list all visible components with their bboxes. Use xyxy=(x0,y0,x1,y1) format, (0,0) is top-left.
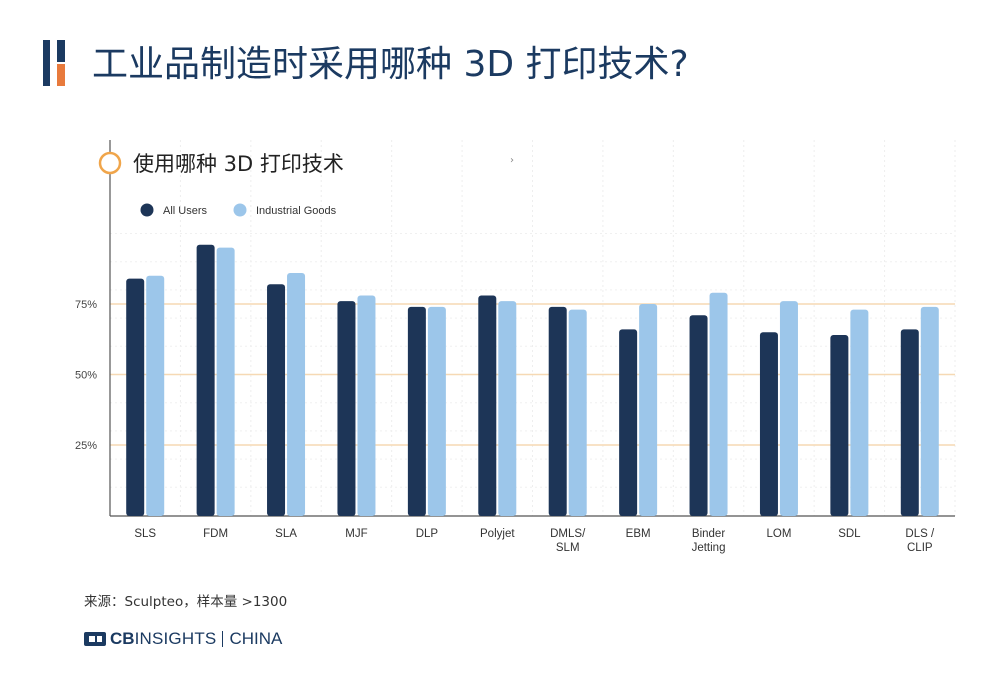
bar-all-users xyxy=(407,306,426,516)
bar-all-users xyxy=(830,335,849,516)
bar-all-users xyxy=(126,278,145,516)
chart-title-marker-icon xyxy=(98,151,122,175)
bar-all-users xyxy=(619,329,638,516)
y-tick-label: 75% xyxy=(75,299,97,311)
x-tick-label: Jetting xyxy=(692,542,726,554)
x-tick-label: SLA xyxy=(275,528,297,540)
x-tick-label: MJF xyxy=(345,528,367,540)
source-note: 来源：Sculpteo，样本量 >1300 xyxy=(84,594,288,610)
bar-industrial-goods xyxy=(779,301,798,516)
brand-separator xyxy=(222,631,224,647)
x-tick-label: SLM xyxy=(556,542,580,554)
bar-industrial-goods xyxy=(850,309,869,516)
bar-all-users xyxy=(900,329,919,516)
bar-industrial-goods xyxy=(146,275,165,516)
legend-swatch-0 xyxy=(140,203,154,217)
x-tick-label: DLS / xyxy=(905,528,935,540)
x-tick-label: Binder xyxy=(692,528,725,540)
x-tick-label: FDM xyxy=(203,528,228,540)
bar-industrial-goods xyxy=(639,304,658,516)
y-tick-label: 50% xyxy=(75,370,97,382)
chart-title: 使用哪种 3D 打印技术 xyxy=(133,152,344,176)
page-title: 工业品制造时采用哪种 3D 打印技术? xyxy=(92,44,689,85)
x-tick-label: LOM xyxy=(766,528,791,540)
bar-industrial-goods xyxy=(568,309,587,516)
chart-subtitle-marker: › xyxy=(510,155,514,166)
legend-label-1: Industrial Goods xyxy=(256,205,337,217)
bar-industrial-goods xyxy=(920,306,939,516)
bar-industrial-goods xyxy=(709,292,728,516)
y-tick-label: 25% xyxy=(75,440,97,452)
x-tick-label: CLIP xyxy=(907,542,933,554)
cbinsights-china-logo: CB INSIGHTS CHINA xyxy=(84,628,282,650)
x-tick-label: EBM xyxy=(626,528,651,540)
bar-industrial-goods xyxy=(498,301,517,516)
legend-swatch-1 xyxy=(233,203,247,217)
bar-all-users xyxy=(689,315,708,516)
x-tick-label: SLS xyxy=(134,528,156,540)
bar-all-users xyxy=(337,301,356,516)
bar-all-users xyxy=(267,284,286,516)
bar-all-users xyxy=(196,244,215,516)
brand-china: CHINA xyxy=(229,629,283,648)
bar-all-users xyxy=(548,306,567,516)
x-tick-label: Polyjet xyxy=(480,528,515,540)
bar-industrial-goods xyxy=(357,295,376,516)
x-tick-label: DMLS/ xyxy=(550,528,586,540)
title-logo-mark xyxy=(43,40,71,86)
x-tick-label: DLP xyxy=(416,528,439,540)
legend-label-0: All Users xyxy=(163,205,208,217)
bar-all-users xyxy=(478,295,497,516)
bar-industrial-goods xyxy=(216,247,235,516)
bar-all-users xyxy=(759,332,778,516)
bar-industrial-goods xyxy=(287,272,306,516)
cb-logo-icon xyxy=(84,632,106,646)
bar-industrial-goods xyxy=(427,306,446,516)
brand-insights: INSIGHTS xyxy=(134,629,217,648)
brand-cb: CB xyxy=(110,629,135,648)
x-tick-label: SDL xyxy=(838,528,861,540)
